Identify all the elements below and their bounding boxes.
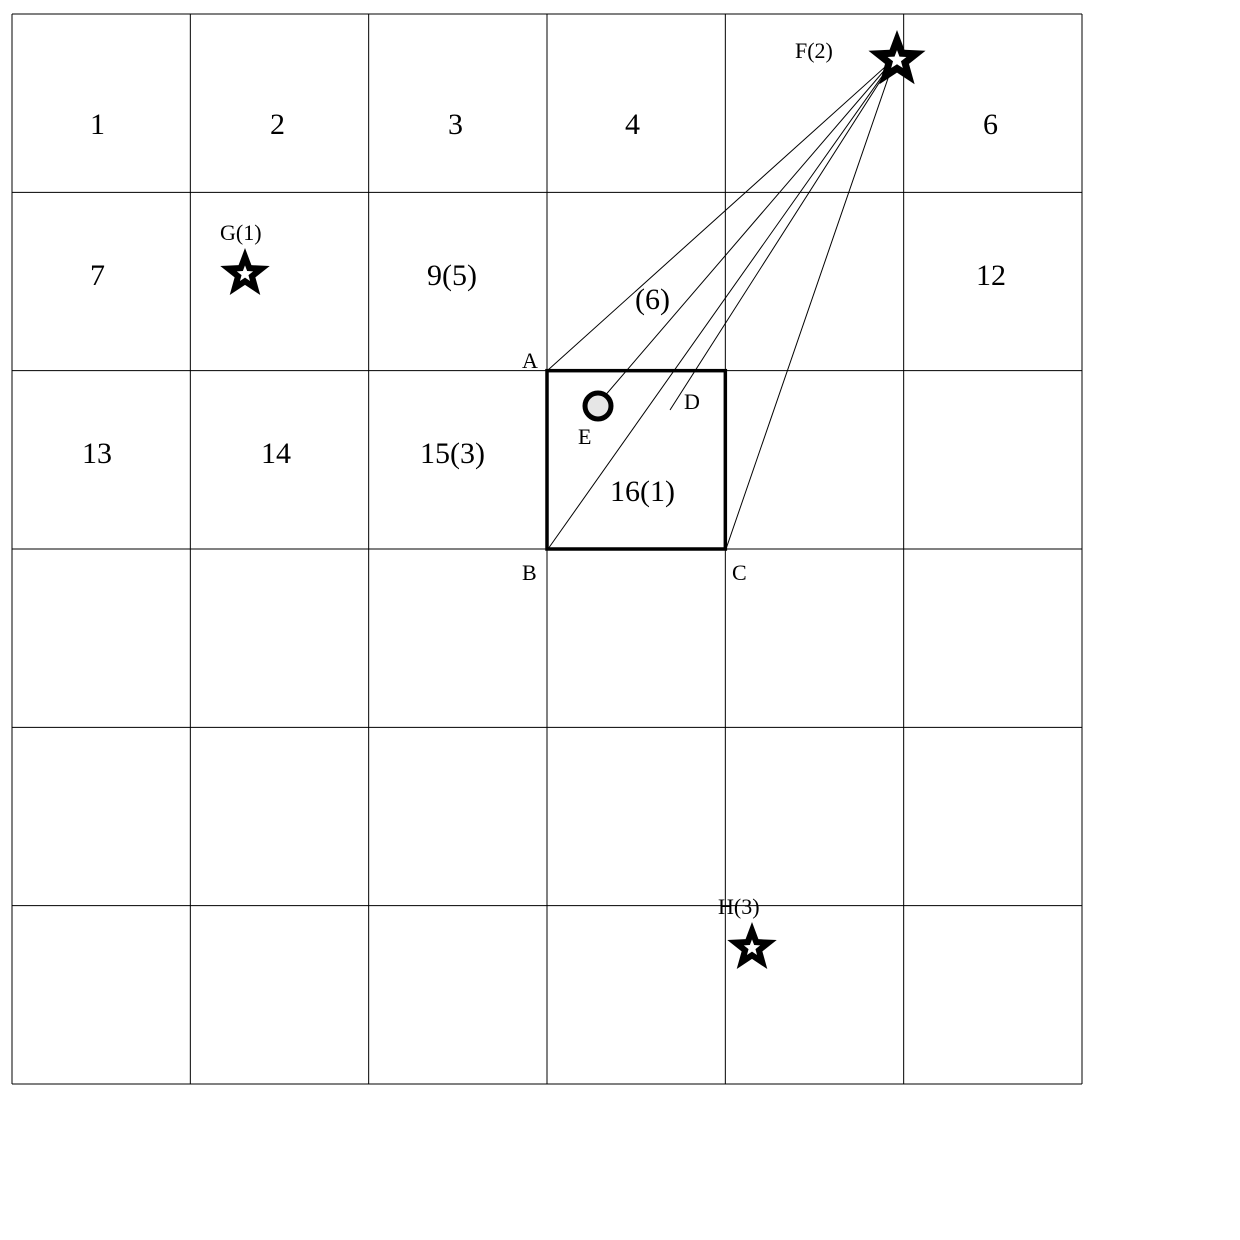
cell-label: 1	[90, 108, 105, 142]
point-label: E	[578, 424, 591, 450]
point-label: D	[684, 389, 700, 415]
cell-label: 12	[976, 259, 1006, 293]
cell-label: 2	[270, 108, 285, 142]
cell-paren-label: 9(5)	[427, 259, 477, 293]
cell-label: 4	[625, 108, 640, 142]
cell-paren-label: (6)	[635, 283, 670, 317]
star-label: G(1)	[220, 220, 262, 246]
cell-label: 14	[261, 437, 291, 471]
diagram-svg	[0, 0, 1240, 1240]
star-label: H(3)	[718, 894, 760, 920]
point-label: C	[732, 560, 747, 586]
cell-label: 13	[82, 437, 112, 471]
cell-label: 7	[90, 259, 105, 293]
cell-label: 3	[448, 108, 463, 142]
cell-label: 6	[983, 108, 998, 142]
star-label: F(2)	[795, 38, 833, 64]
cell-paren-label: 16(1)	[610, 475, 675, 509]
point-label: B	[522, 560, 537, 586]
diagram-root: 1234671213149(5)(6)15(3)16(1)ABCDEF(2)G(…	[0, 0, 1240, 1240]
point-label: A	[522, 348, 538, 374]
cell-paren-label: 15(3)	[420, 437, 485, 471]
